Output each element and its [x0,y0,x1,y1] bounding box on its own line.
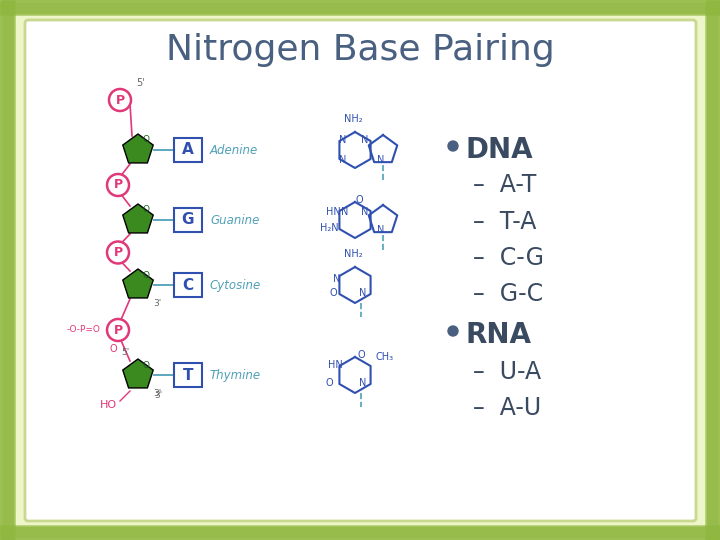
Text: O: O [143,361,150,369]
Text: 3': 3' [154,390,162,400]
Text: P: P [114,246,122,259]
FancyBboxPatch shape [174,138,202,162]
FancyBboxPatch shape [174,363,202,387]
Text: –  A-T: – A-T [473,173,536,197]
Text: N: N [339,155,347,165]
Text: DNA: DNA [465,136,533,164]
Circle shape [107,241,129,264]
Text: N: N [361,135,369,145]
Text: NH₂: NH₂ [343,249,362,259]
FancyBboxPatch shape [174,273,202,297]
Text: O: O [357,350,365,360]
Text: P: P [115,93,125,106]
Text: O: O [143,136,150,145]
Text: G: G [181,213,194,227]
Circle shape [109,89,131,111]
Text: NH₂: NH₂ [343,114,362,124]
Text: –  U-A: – U-A [473,360,541,384]
Text: O: O [355,195,363,205]
Text: –  G-C: – G-C [473,282,543,306]
Text: –  C-G: – C-G [473,246,544,270]
Text: N: N [333,274,341,284]
Circle shape [448,141,458,151]
Text: N: N [339,135,347,145]
Text: N: N [359,378,366,388]
Text: HN: HN [328,360,343,370]
Text: C: C [182,278,194,293]
Text: –  A-U: – A-U [473,396,541,420]
Polygon shape [123,204,153,233]
Text: O: O [109,344,117,354]
Text: O: O [143,206,150,214]
Text: 3': 3' [153,299,161,308]
Text: –  T-A: – T-A [473,210,536,234]
Text: T: T [183,368,193,382]
Text: P: P [114,323,122,336]
Text: 3': 3' [153,389,161,398]
Text: O: O [143,271,150,280]
Polygon shape [123,269,153,298]
Text: Adenine: Adenine [210,144,258,157]
Text: N: N [377,155,384,165]
Text: HN: HN [325,207,341,217]
Text: N: N [359,288,366,298]
Text: RNA: RNA [465,321,531,349]
Text: HO: HO [99,400,117,410]
Text: Guanine: Guanine [210,213,259,226]
Text: H₂N: H₂N [320,223,339,233]
Text: Nitrogen Base Pairing: Nitrogen Base Pairing [166,33,554,67]
Circle shape [448,326,458,336]
Text: P: P [114,179,122,192]
Polygon shape [123,359,153,388]
Text: -O-P=O: -O-P=O [66,326,100,334]
Text: Cytosine: Cytosine [210,279,261,292]
Text: O: O [325,378,333,388]
Circle shape [107,174,129,196]
Text: O: O [329,288,337,298]
FancyBboxPatch shape [25,20,696,521]
Text: CH₃: CH₃ [375,352,393,362]
Text: 5': 5' [136,78,145,88]
Text: A: A [182,143,194,158]
Text: Thymine: Thymine [210,368,261,381]
Text: N: N [341,207,348,217]
Text: N: N [361,207,369,217]
Text: 5': 5' [122,348,130,357]
Polygon shape [123,134,153,163]
Circle shape [107,319,129,341]
Text: N: N [377,225,384,235]
FancyBboxPatch shape [174,208,202,232]
